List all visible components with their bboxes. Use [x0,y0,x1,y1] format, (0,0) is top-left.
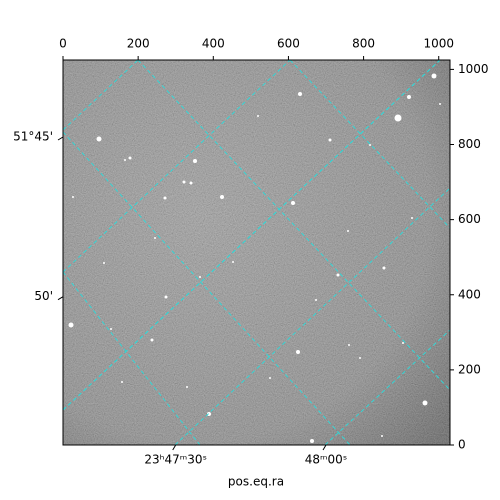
y-tick-label: 600 [458,212,481,226]
star [232,261,234,263]
star [182,180,186,184]
dec-tick-label: 50' [34,289,53,303]
star [291,201,295,205]
y-tick-label: 800 [458,137,481,151]
dec-tick [57,136,64,141]
y-tick-label: 1000 [458,62,489,76]
coordinate-grid-line [324,329,450,445]
star [315,299,317,301]
star [103,262,105,264]
star [310,439,314,443]
coordinate-grid-line [63,60,441,411]
star [110,328,112,330]
ra-tick-label: 48ᵐ00ˢ [305,453,348,467]
dec-tick-label: 51°45' [13,130,53,144]
star [72,196,74,198]
coordinate-grid-line [137,60,450,391]
star [163,196,167,200]
star [422,400,428,406]
x-tick-label: 200 [127,37,150,51]
star [164,295,168,299]
star [328,138,332,142]
star [298,92,302,96]
ra-tick [172,444,177,451]
star [431,73,437,79]
star [348,344,350,346]
coordinate-grid-line [63,131,351,445]
star [193,159,197,163]
x-tick-label: 1000 [423,37,454,51]
x-tick-label: 800 [352,37,375,51]
star [124,159,126,161]
dec-tick [57,296,64,301]
star [402,342,404,344]
star [154,237,156,239]
star [336,273,340,277]
x-axis-label: pos.eq.ra [228,475,284,489]
x-tick-label: 600 [277,37,300,51]
star [150,338,154,342]
frame [62,59,451,446]
star [257,115,259,117]
star [199,276,201,278]
star [189,181,193,185]
star [407,95,411,99]
star [96,136,102,142]
y-tick-label: 400 [458,287,481,301]
star [128,156,132,160]
coordinate-grid-line [289,60,450,229]
star [186,386,188,388]
star [369,144,371,146]
coordinate-grid-line [63,60,291,273]
star [439,103,441,105]
sky-image [63,60,450,445]
star [359,357,361,359]
star [121,381,123,383]
star [269,377,271,379]
x-tick-label: 0 [59,37,67,51]
x-tick-label: 400 [202,37,225,51]
coordinate-grid-line [63,271,201,445]
star [68,322,74,328]
y-tick-label: 200 [458,362,481,376]
y-tick-label: 0 [458,438,466,452]
star [220,195,224,199]
star [207,412,211,416]
star [411,217,413,219]
star [382,266,386,270]
star [394,114,402,122]
ra-tick-label: 23ʰ47ᵐ30ˢ [144,453,207,467]
ra-tick [322,444,327,451]
star [347,230,349,232]
star [296,350,300,354]
star [381,435,383,437]
coordinate-grid-line [63,60,139,131]
